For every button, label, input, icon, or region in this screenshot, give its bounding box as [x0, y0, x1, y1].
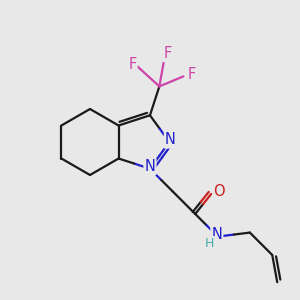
Text: H: H — [205, 237, 214, 250]
Text: F: F — [163, 46, 172, 61]
Text: N: N — [165, 133, 176, 148]
Text: F: F — [128, 57, 136, 72]
Text: O: O — [213, 184, 225, 200]
Text: N: N — [212, 227, 222, 242]
Text: N: N — [145, 159, 155, 174]
Text: F: F — [187, 67, 196, 82]
